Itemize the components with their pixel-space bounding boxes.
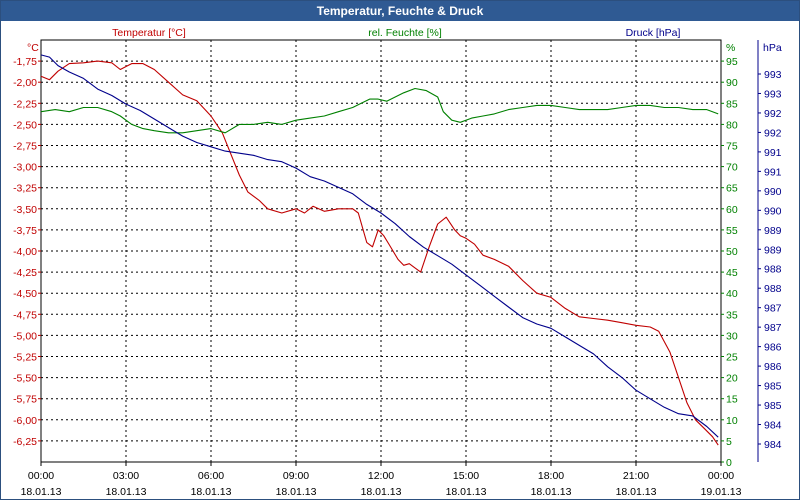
pressure-tick-label: 992 <box>764 127 782 139</box>
x-tick-date: 18.01.13 <box>276 486 317 498</box>
pressure-tick-label: 984 <box>764 439 782 451</box>
temp-tick-label: -3,75 <box>13 225 37 237</box>
temp-tick-label: -5,50 <box>13 373 37 385</box>
pressure-tick-label: 988 <box>764 283 782 295</box>
x-tick-time: 12:00 <box>368 470 394 482</box>
humidity-tick-label: 30 <box>726 330 738 342</box>
temp-tick-label: -6,00 <box>13 415 37 427</box>
humidity-tick-label: 5 <box>726 436 732 448</box>
x-tick-date: 18.01.13 <box>191 486 232 498</box>
temp-tick-label: -2,50 <box>13 119 37 131</box>
x-tick-date: 18.01.13 <box>616 486 657 498</box>
humidity-tick-label: 0 <box>726 457 732 469</box>
pressure-tick-label: 985 <box>764 381 782 393</box>
humidity-tick-label: 55 <box>726 225 738 237</box>
x-tick-time: 18:00 <box>538 470 564 482</box>
temp-tick-label: -4,50 <box>13 288 37 300</box>
x-tick-time: 06:00 <box>198 470 224 482</box>
humidity-tick-label: 15 <box>726 394 738 406</box>
window-title: Temperatur, Feuchte & Druck <box>1 1 799 21</box>
humidity-tick-label: 25 <box>726 352 738 364</box>
humidity-tick-label: 70 <box>726 162 738 174</box>
humidity-tick-label: 35 <box>726 309 738 321</box>
temp-tick-label: -3,00 <box>13 162 37 174</box>
humidity-tick-label: 75 <box>726 141 738 153</box>
pressure-tick-label: 987 <box>764 322 782 334</box>
pressure-tick-label: 993 <box>764 88 782 100</box>
humidity-tick-label: 40 <box>726 288 738 300</box>
humidity-tick-label: 85 <box>726 98 738 110</box>
pressure-tick-label: 990 <box>764 205 782 217</box>
x-tick-date: 19.01.13 <box>701 486 742 498</box>
pressure-tick-label: 986 <box>764 361 782 373</box>
temp-tick-label: -4,25 <box>13 267 37 279</box>
temp-axis-unit: °C <box>27 42 39 54</box>
humidity-tick-label: 10 <box>726 415 738 427</box>
humidity-tick-label: 65 <box>726 183 738 195</box>
pressure-tick-label: 992 <box>764 108 782 120</box>
pressure-tick-label: 989 <box>764 225 782 237</box>
temp-tick-label: -3,25 <box>13 183 37 195</box>
x-tick-time: 15:00 <box>453 470 479 482</box>
temp-tick-label: -4,75 <box>13 309 37 321</box>
temp-tick-label: -2,00 <box>13 77 37 89</box>
x-tick-time: 03:00 <box>113 470 139 482</box>
humidity-tick-label: 20 <box>726 373 738 385</box>
temp-tick-label: -2,25 <box>13 98 37 110</box>
pressure-tick-label: 989 <box>764 244 782 256</box>
temp-tick-label: -3,50 <box>13 204 37 216</box>
temp-tick-label: -5,00 <box>13 330 37 342</box>
pressure-tick-label: 987 <box>764 303 782 315</box>
temp-tick-label: -4,00 <box>13 246 37 258</box>
humidity-tick-label: 60 <box>726 204 738 216</box>
temp-tick-label: -1,75 <box>13 56 37 68</box>
x-tick-date: 18.01.13 <box>21 486 62 498</box>
pressure-tick-label: 991 <box>764 166 782 178</box>
temp-tick-label: -5,75 <box>13 394 37 406</box>
pressure-tick-label: 986 <box>764 342 782 354</box>
x-tick-time: 00:00 <box>28 470 54 482</box>
pressure-tick-label: 988 <box>764 264 782 276</box>
temp-tick-label: -5,25 <box>13 352 37 364</box>
series-line-pressure <box>40 54 719 438</box>
pressure-tick-label: 990 <box>764 186 782 198</box>
x-tick-date: 18.01.13 <box>361 486 402 498</box>
pressure-tick-label: 991 <box>764 147 782 159</box>
humidity-tick-label: 90 <box>726 77 738 89</box>
series-line-humidity <box>40 87 719 134</box>
humidity-axis-title: rel. Feuchte [%] <box>368 27 442 39</box>
humidity-tick-label: 95 <box>726 56 738 68</box>
humidity-tick-label: 45 <box>726 267 738 279</box>
humidity-tick-label: 50 <box>726 246 738 258</box>
temp-axis-title: Temperatur [°C] <box>112 27 186 39</box>
x-tick-time: 09:00 <box>283 470 309 482</box>
pressure-axis-title: Druck [hPa] <box>626 27 681 39</box>
humidity-axis-unit: % <box>726 42 735 54</box>
x-tick-date: 18.01.13 <box>106 486 147 498</box>
pressure-tick-label: 985 <box>764 400 782 412</box>
x-tick-time: 21:00 <box>623 470 649 482</box>
x-tick-date: 18.01.13 <box>446 486 487 498</box>
pressure-tick-label: 993 <box>764 69 782 81</box>
x-tick-date: 18.01.13 <box>531 486 572 498</box>
pressure-tick-label: 984 <box>764 420 782 432</box>
pressure-axis-unit: hPa <box>763 42 782 54</box>
humidity-tick-label: 80 <box>726 119 738 131</box>
temp-tick-label: -6,25 <box>13 436 37 448</box>
series-line-temperature <box>40 60 719 446</box>
temp-tick-label: -2,75 <box>13 141 37 153</box>
x-tick-time: 00:00 <box>708 470 734 482</box>
